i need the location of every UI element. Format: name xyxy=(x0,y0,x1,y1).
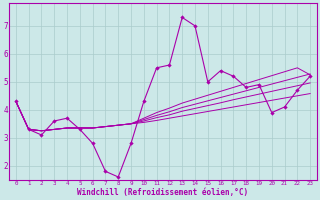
X-axis label: Windchill (Refroidissement éolien,°C): Windchill (Refroidissement éolien,°C) xyxy=(77,188,249,197)
